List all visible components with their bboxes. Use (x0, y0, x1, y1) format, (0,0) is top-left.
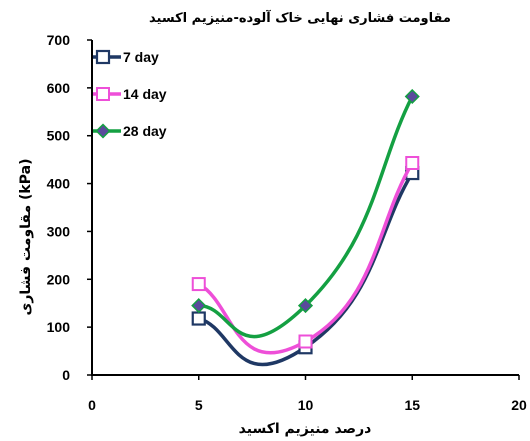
data-point-marker (404, 88, 420, 105)
series-28-day (191, 88, 420, 339)
data-point-marker (96, 87, 110, 101)
data-point-marker (191, 298, 207, 314)
legend-item: 14 day (93, 86, 167, 102)
y-tick-label: 700 (47, 32, 71, 48)
data-point-marker (298, 334, 313, 349)
legend-item: 28 day (93, 123, 167, 139)
data-point-marker (191, 277, 206, 292)
data-point-marker (95, 123, 111, 139)
data-point-marker (191, 311, 206, 326)
legend-item: 7 day (93, 49, 159, 65)
y-tick-label: 300 (47, 223, 71, 239)
y-tick-labels: 0 100 200 300 400 500 600 700 (47, 32, 92, 383)
legend-label: 28 day (123, 123, 167, 139)
x-tick-label: 10 (298, 397, 314, 413)
y-tick-label: 200 (47, 271, 71, 287)
x-tick-label: 15 (404, 397, 420, 413)
y-tick-label: 500 (47, 128, 71, 144)
y-tick-label: 0 (62, 367, 70, 383)
x-tick-label: 0 (88, 397, 96, 413)
series-layer (191, 88, 420, 367)
data-point-marker (95, 49, 111, 65)
y-tick-label: 100 (47, 319, 71, 335)
chart-title: مقاومت فشاری نهایی خاک آلوده-منیزیم اکسی… (149, 9, 451, 26)
y-tick-label: 400 (47, 176, 71, 192)
x-tick-label: 5 (195, 397, 203, 413)
x-tick-label: 20 (511, 397, 527, 413)
data-point-marker (405, 155, 420, 170)
legend-label: 14 day (123, 86, 167, 102)
series-14-day (191, 155, 420, 355)
x-tick-labels: 0 5 10 15 20 (88, 375, 527, 413)
y-tick-label: 600 (47, 80, 71, 96)
x-axis-title: درصد منیزیم اکسید (239, 421, 372, 437)
y-axis-title: مقاومت فشاری (kPa) (18, 159, 34, 316)
legend-label: 7 day (123, 49, 159, 65)
legend: 7 day 14 day 28 day (93, 49, 167, 139)
data-point-marker (297, 298, 314, 314)
